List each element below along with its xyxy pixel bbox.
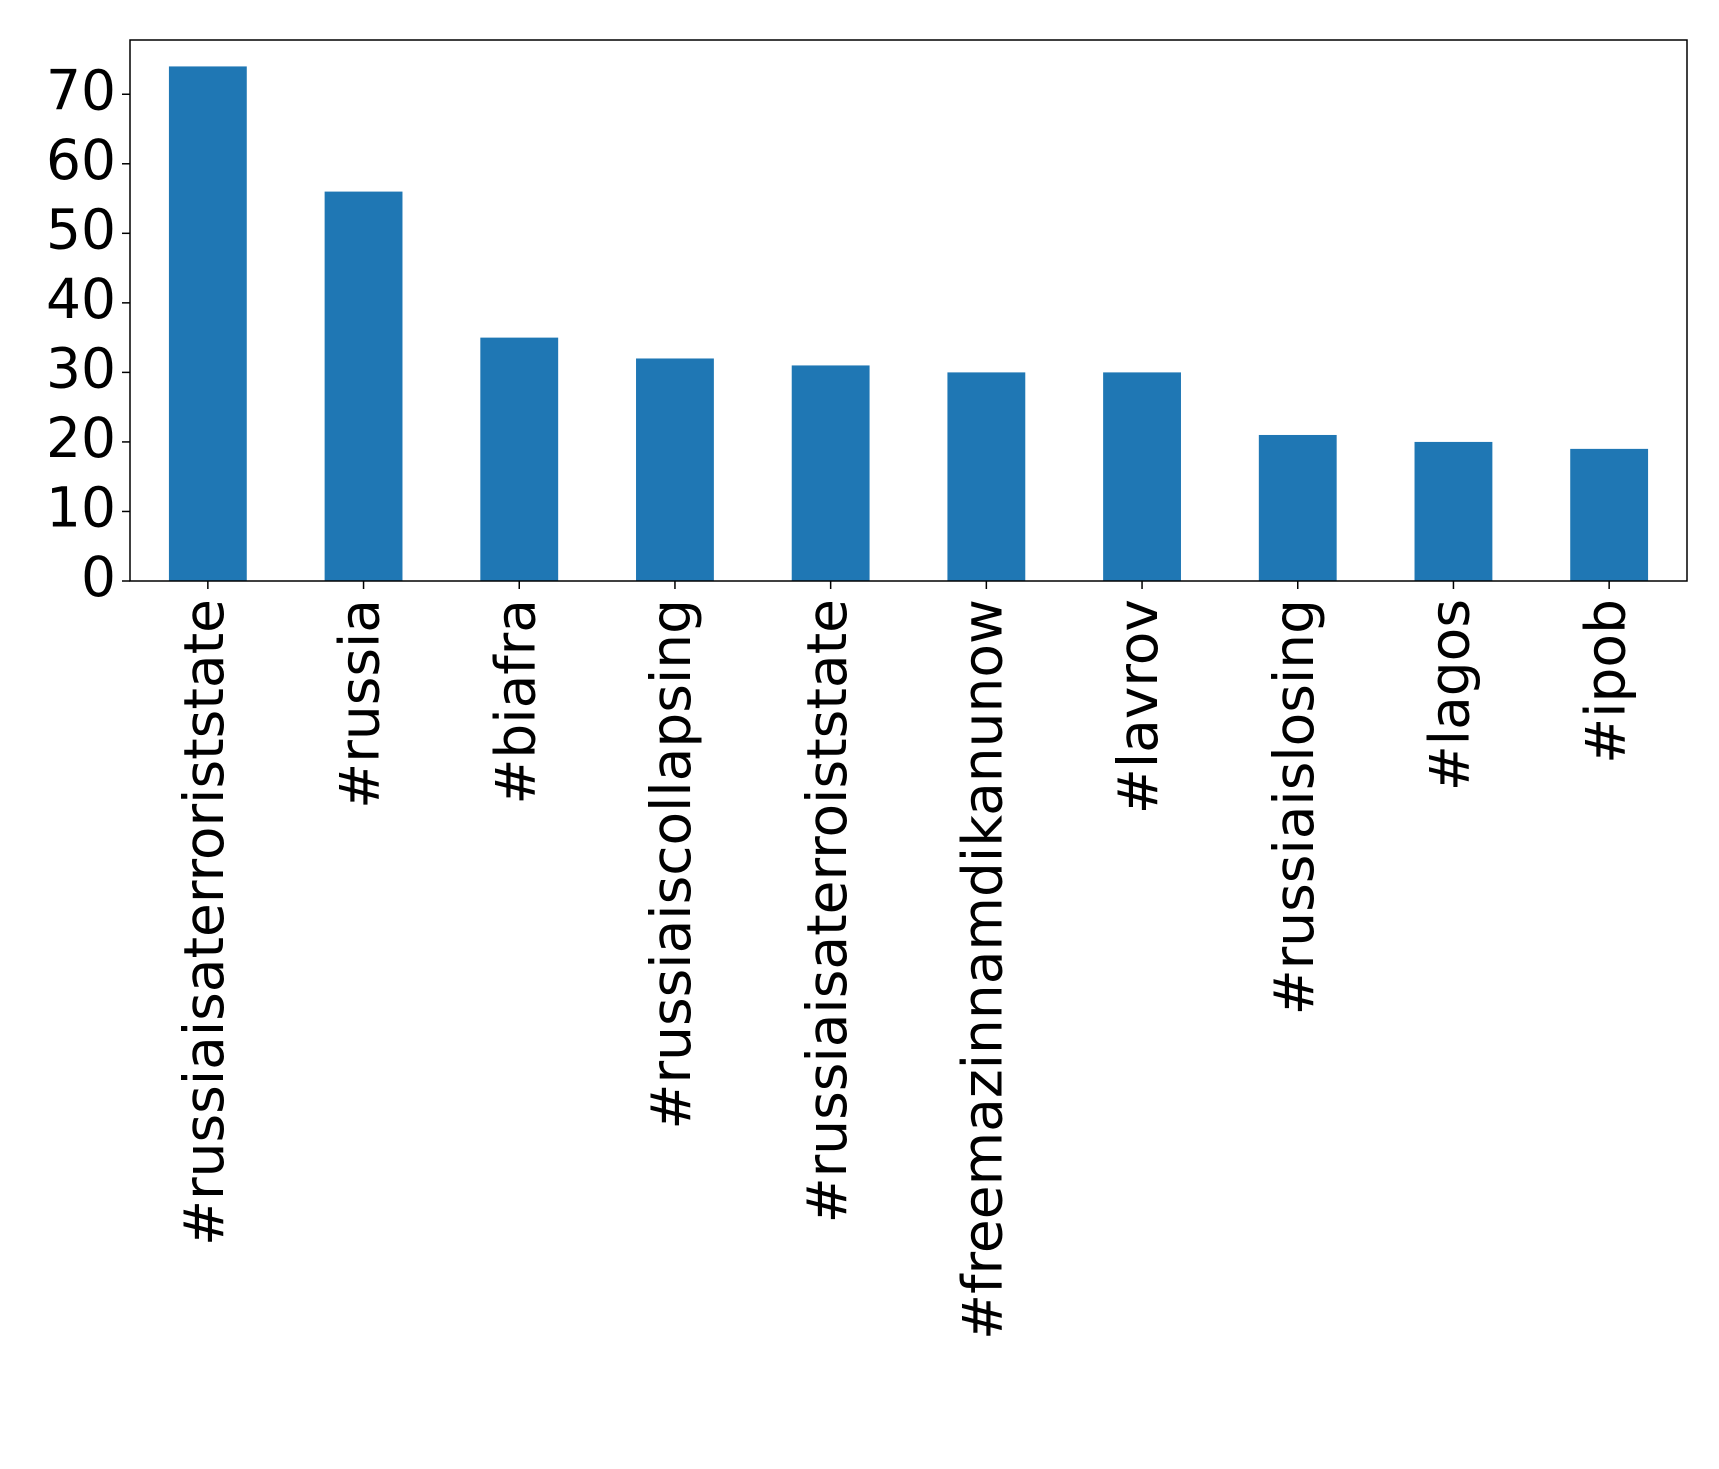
plot-frame <box>129 39 1688 582</box>
bar <box>1103 372 1181 581</box>
y-tick-label: 60 <box>46 128 116 192</box>
y-tick-label: 20 <box>46 406 116 470</box>
x-tick-label: #russiaislosing <box>1262 599 1326 1015</box>
y-tick-label: 40 <box>46 267 116 331</box>
bar <box>324 191 403 582</box>
x-tick-label: #ipob <box>1573 599 1637 764</box>
y-tick-label: 0 <box>81 545 116 609</box>
x-tick-label: #russia <box>328 599 392 809</box>
x-tick-label: #russiaisaterroriststate <box>172 599 236 1246</box>
x-tick-label: #lavrov <box>1106 599 1170 814</box>
y-tick-label: 50 <box>46 197 116 261</box>
bar <box>791 365 870 581</box>
x-tick-label: #russiaiscollapsing <box>639 599 703 1130</box>
bar <box>947 372 1026 581</box>
bar <box>636 358 714 581</box>
x-tick-label: #freemazinnamdikanunow <box>950 599 1014 1340</box>
bar <box>1258 434 1337 581</box>
bar <box>168 66 247 581</box>
y-tick-label: 10 <box>46 476 116 540</box>
x-tick-label: #biafra <box>483 599 547 805</box>
y-tick-label: 70 <box>46 58 116 122</box>
x-tick-label: #lagos <box>1418 599 1482 791</box>
bar <box>1414 441 1493 581</box>
y-tick-label: 30 <box>46 337 116 401</box>
bar <box>480 337 559 581</box>
x-tick-label: #russiaisaterroiststate <box>795 599 859 1223</box>
bar <box>1570 448 1649 581</box>
